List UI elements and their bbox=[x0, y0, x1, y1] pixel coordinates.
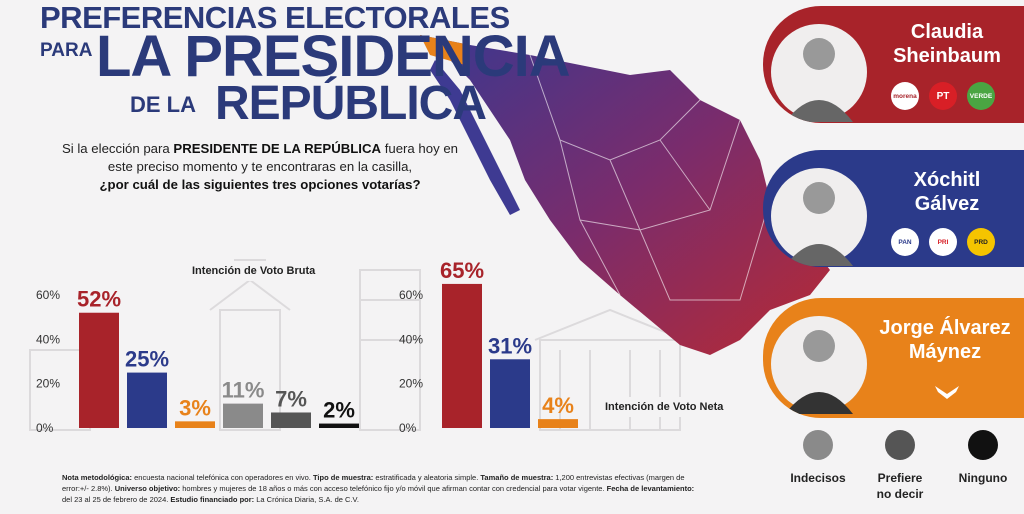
legend-indecisos-swatch bbox=[803, 430, 833, 460]
candidate-photo-galvez bbox=[771, 168, 867, 266]
bar-value-label: 7% bbox=[275, 386, 307, 411]
footnote-bold-1: Nota metodológica: bbox=[62, 473, 133, 482]
candidate-last-name-maynez: Máynez bbox=[908, 341, 982, 363]
legend-prefiere-line2: no decir bbox=[876, 487, 924, 501]
party-logo-verde: VERDE bbox=[967, 82, 995, 110]
legend-prefiere-swatch bbox=[885, 430, 915, 460]
chart-neta-label: Intención de Voto Neta bbox=[597, 397, 732, 417]
bar-value-label: 25% bbox=[125, 347, 169, 372]
legend-ninguno-label: Ninguno bbox=[958, 471, 1008, 485]
methodology-footnote: Nota metodológica: encuesta nacional tel… bbox=[62, 472, 702, 505]
footnote-text-6: La Crónica Diaria, S.A. de C.V. bbox=[254, 495, 359, 504]
footnote-bold-4: Universo objetivo: bbox=[114, 484, 181, 493]
y-tick-label: 60% bbox=[36, 288, 60, 302]
party-logo-pan: PAN bbox=[891, 228, 919, 256]
footnote-text-5: del 23 al 25 de febrero de 2024. bbox=[62, 495, 171, 504]
mc-eagle-icon bbox=[935, 386, 959, 399]
title-line1: PREFERENCIAS ELECTORALES bbox=[40, 0, 510, 35]
footnote-bold-2: Tipo de muestra: bbox=[312, 473, 374, 482]
title-line3: REPÚBLICA bbox=[215, 77, 487, 130]
bar-jorge-lvarez-m-ynez bbox=[538, 419, 578, 428]
bar-claudia-sheinbaum bbox=[79, 312, 119, 428]
bar-jorge-lvarez-m-ynez bbox=[175, 421, 215, 428]
party-logo-mc bbox=[931, 376, 963, 408]
question-bold-1: PRESIDENTE DE LA REPÚBLICA bbox=[173, 141, 382, 156]
party-logo-morena: morena bbox=[891, 82, 919, 110]
candidate-last-name-sheinbaum: Sheinbaum bbox=[893, 45, 1001, 67]
y-tick-label: 40% bbox=[399, 332, 423, 346]
bar-value-label: 2% bbox=[323, 398, 355, 423]
question-text-2: fuera hoy en este preciso momento y te e… bbox=[107, 141, 459, 174]
y-tick-label: 0% bbox=[399, 421, 417, 435]
candidate-photo-maynez bbox=[771, 316, 867, 414]
footnote-bold-6: Estudio financiado por: bbox=[170, 495, 255, 504]
candidate-card-maynez: Jorge Álvarez Máynez bbox=[763, 298, 1024, 418]
candidate-card-galvez: Xóchitl Gálvez PAN PRI PRD bbox=[763, 150, 1024, 267]
chart-voto-neta: 60% 40% 20% 0% 65% 31% 4% bbox=[399, 258, 578, 435]
legend-prefiere-line1: Prefiere bbox=[877, 471, 923, 485]
bar-value-label: 31% bbox=[488, 333, 532, 358]
footnote-text-2: estratificada y aleatoria simple. bbox=[373, 473, 481, 482]
bar-value-label: 11% bbox=[222, 378, 265, 403]
question-bold-2: ¿por cuál de las siguientes tres opcione… bbox=[99, 177, 421, 192]
bar-value-label: 65% bbox=[440, 258, 484, 283]
chart-voto-bruta: 60% 40% 20% 0% 52% 25% 3% 11% 7% 2% bbox=[36, 287, 359, 435]
candidate-first-name-galvez: Xóchitl bbox=[913, 169, 981, 191]
bar-prefiere-no-decir bbox=[271, 412, 311, 428]
legend-indecisos-label: Indecisos bbox=[790, 471, 846, 485]
party-logo-prd: PRD bbox=[967, 228, 995, 256]
title-para: PARA bbox=[40, 40, 93, 61]
y-tick-label: 20% bbox=[36, 377, 60, 391]
footnote-bold-3: Tamaño de muestra: bbox=[480, 473, 554, 482]
chart-bruta-label: Intención de Voto Bruta bbox=[184, 261, 324, 281]
bar-x-chitl-g-lvez bbox=[490, 359, 530, 428]
legend-ninguno-swatch bbox=[968, 430, 998, 460]
party-logo-pri: PRI bbox=[929, 228, 957, 256]
candidate-first-name-sheinbaum: Claudia bbox=[910, 21, 984, 43]
title-de-la: DE LA bbox=[130, 92, 196, 117]
footnote-bold-5: Fecha de levantamiento: bbox=[606, 484, 695, 493]
y-tick-label: 0% bbox=[36, 421, 54, 435]
y-tick-label: 40% bbox=[36, 332, 60, 346]
footnote-text-4: hombres y mujeres de 18 años o más con a… bbox=[180, 484, 607, 493]
bar-x-chitl-g-lvez bbox=[127, 372, 167, 428]
footnote-text-1: encuesta nacional telefónica con operado… bbox=[132, 473, 313, 482]
bar-indecisos bbox=[223, 403, 263, 428]
y-tick-label: 20% bbox=[399, 377, 423, 391]
candidate-photo-sheinbaum bbox=[771, 24, 867, 122]
bar-claudia-sheinbaum bbox=[442, 283, 482, 428]
candidate-first-name-maynez: Jorge Álvarez bbox=[879, 317, 1011, 339]
mexico-map-illustration bbox=[420, 35, 830, 355]
title-line2: LA PRESIDENCIA bbox=[96, 24, 571, 89]
candidate-card-sheinbaum: Claudia Sheinbaum morena PT VERDE bbox=[763, 6, 1024, 123]
bar-value-label: 52% bbox=[77, 287, 121, 312]
bar-value-label: 3% bbox=[179, 395, 211, 420]
candidate-last-name-galvez: Gálvez bbox=[914, 193, 980, 215]
bar-value-label: 4% bbox=[542, 393, 574, 418]
question-text-1: Si la elección para bbox=[61, 141, 174, 156]
survey-question: Si la elección para PRESIDENTE DE LA REP… bbox=[60, 140, 460, 194]
bar-ninguno bbox=[319, 423, 359, 428]
party-logo-pt: PT bbox=[929, 82, 957, 110]
legend-prefiere-label: Prefiere no decir bbox=[860, 470, 940, 502]
footnote-text-3: 1,200 entrevistas efectivas (margen de e… bbox=[62, 473, 685, 493]
y-tick-label: 60% bbox=[399, 288, 423, 302]
